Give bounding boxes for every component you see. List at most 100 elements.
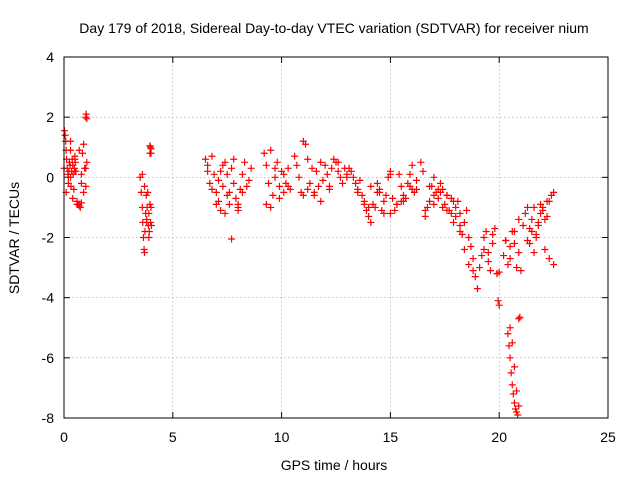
data-point [228,164,236,172]
data-point [145,209,153,217]
data-point [506,324,514,332]
data-point [395,170,403,178]
data-point [339,179,347,187]
data-point [436,179,444,187]
data-point [509,390,517,398]
data-point [365,212,373,220]
data-point [465,234,473,241]
data-point [225,188,233,196]
data-point [505,342,513,350]
data-point [506,255,514,263]
data-point [545,255,553,263]
data-point [514,411,522,419]
data-point [532,234,540,241]
data-point [550,261,558,269]
x-tick-label: 20 [491,429,507,445]
data-point [515,402,523,410]
data-point [334,158,342,166]
data-point [138,170,146,178]
data-point [82,164,90,172]
data-point [145,227,153,235]
y-tick-label: -2 [42,230,55,246]
data-point [77,179,85,187]
data-point [508,381,516,389]
data-point [550,188,558,196]
data-point [143,215,151,223]
data-point [77,199,85,207]
data-point [417,158,425,166]
data-point [317,197,325,205]
data-point [70,185,78,193]
data-point [510,240,518,248]
data-point [75,146,83,154]
data-point [528,215,536,223]
data-point [83,158,91,166]
data-point [262,161,270,169]
data-point [373,179,381,187]
data-point [510,399,518,407]
data-point [284,182,292,190]
data-point [83,115,91,123]
data-point [486,267,494,275]
data-point [512,405,520,413]
data-point [534,221,542,229]
data-point [452,203,460,211]
data-point [241,158,249,166]
data-point [275,194,283,202]
data-point [430,200,438,208]
data-point [452,212,460,220]
data-point [460,246,468,254]
data-point [147,149,155,157]
data-point [204,167,212,175]
data-point [217,167,225,175]
data-point [238,170,246,178]
data-point [450,197,458,205]
data-point [489,240,497,248]
data-point [504,261,512,269]
data-point [291,152,299,160]
data-point [265,179,273,187]
data-point [521,209,529,217]
data-point [212,200,220,208]
data-point [323,170,331,178]
data-point [386,170,394,178]
data-point [352,179,360,187]
data-point [447,209,455,217]
data-point [376,188,384,196]
data-point [299,191,307,199]
data-point [245,176,253,184]
data-point [293,161,301,169]
data-point [204,161,212,169]
data-point [232,194,240,202]
data-point [434,194,442,202]
data-point [82,182,90,190]
data-point [308,164,316,172]
data-point [356,176,364,184]
data-point [439,203,447,211]
data-point [397,197,405,205]
data-point [234,206,242,214]
data-point [430,173,438,181]
data-point [262,200,270,208]
data-point [413,176,421,184]
data-point [380,197,388,205]
data-point [267,146,275,154]
data-point [64,173,72,181]
data-point [413,185,421,193]
data-point [304,155,312,163]
data-point [347,167,355,175]
data-point [208,185,216,193]
data-point [426,182,434,190]
data-point [500,252,508,260]
data-point [489,230,497,238]
data-point [506,243,514,251]
data-point [515,215,523,223]
data-point [460,218,468,226]
data-point [141,182,149,190]
data-point [302,140,310,148]
x-tick-label: 15 [383,429,399,445]
data-point [393,200,401,208]
y-tick-label: 4 [46,49,54,65]
data-point [495,301,503,309]
data-point [476,264,484,272]
